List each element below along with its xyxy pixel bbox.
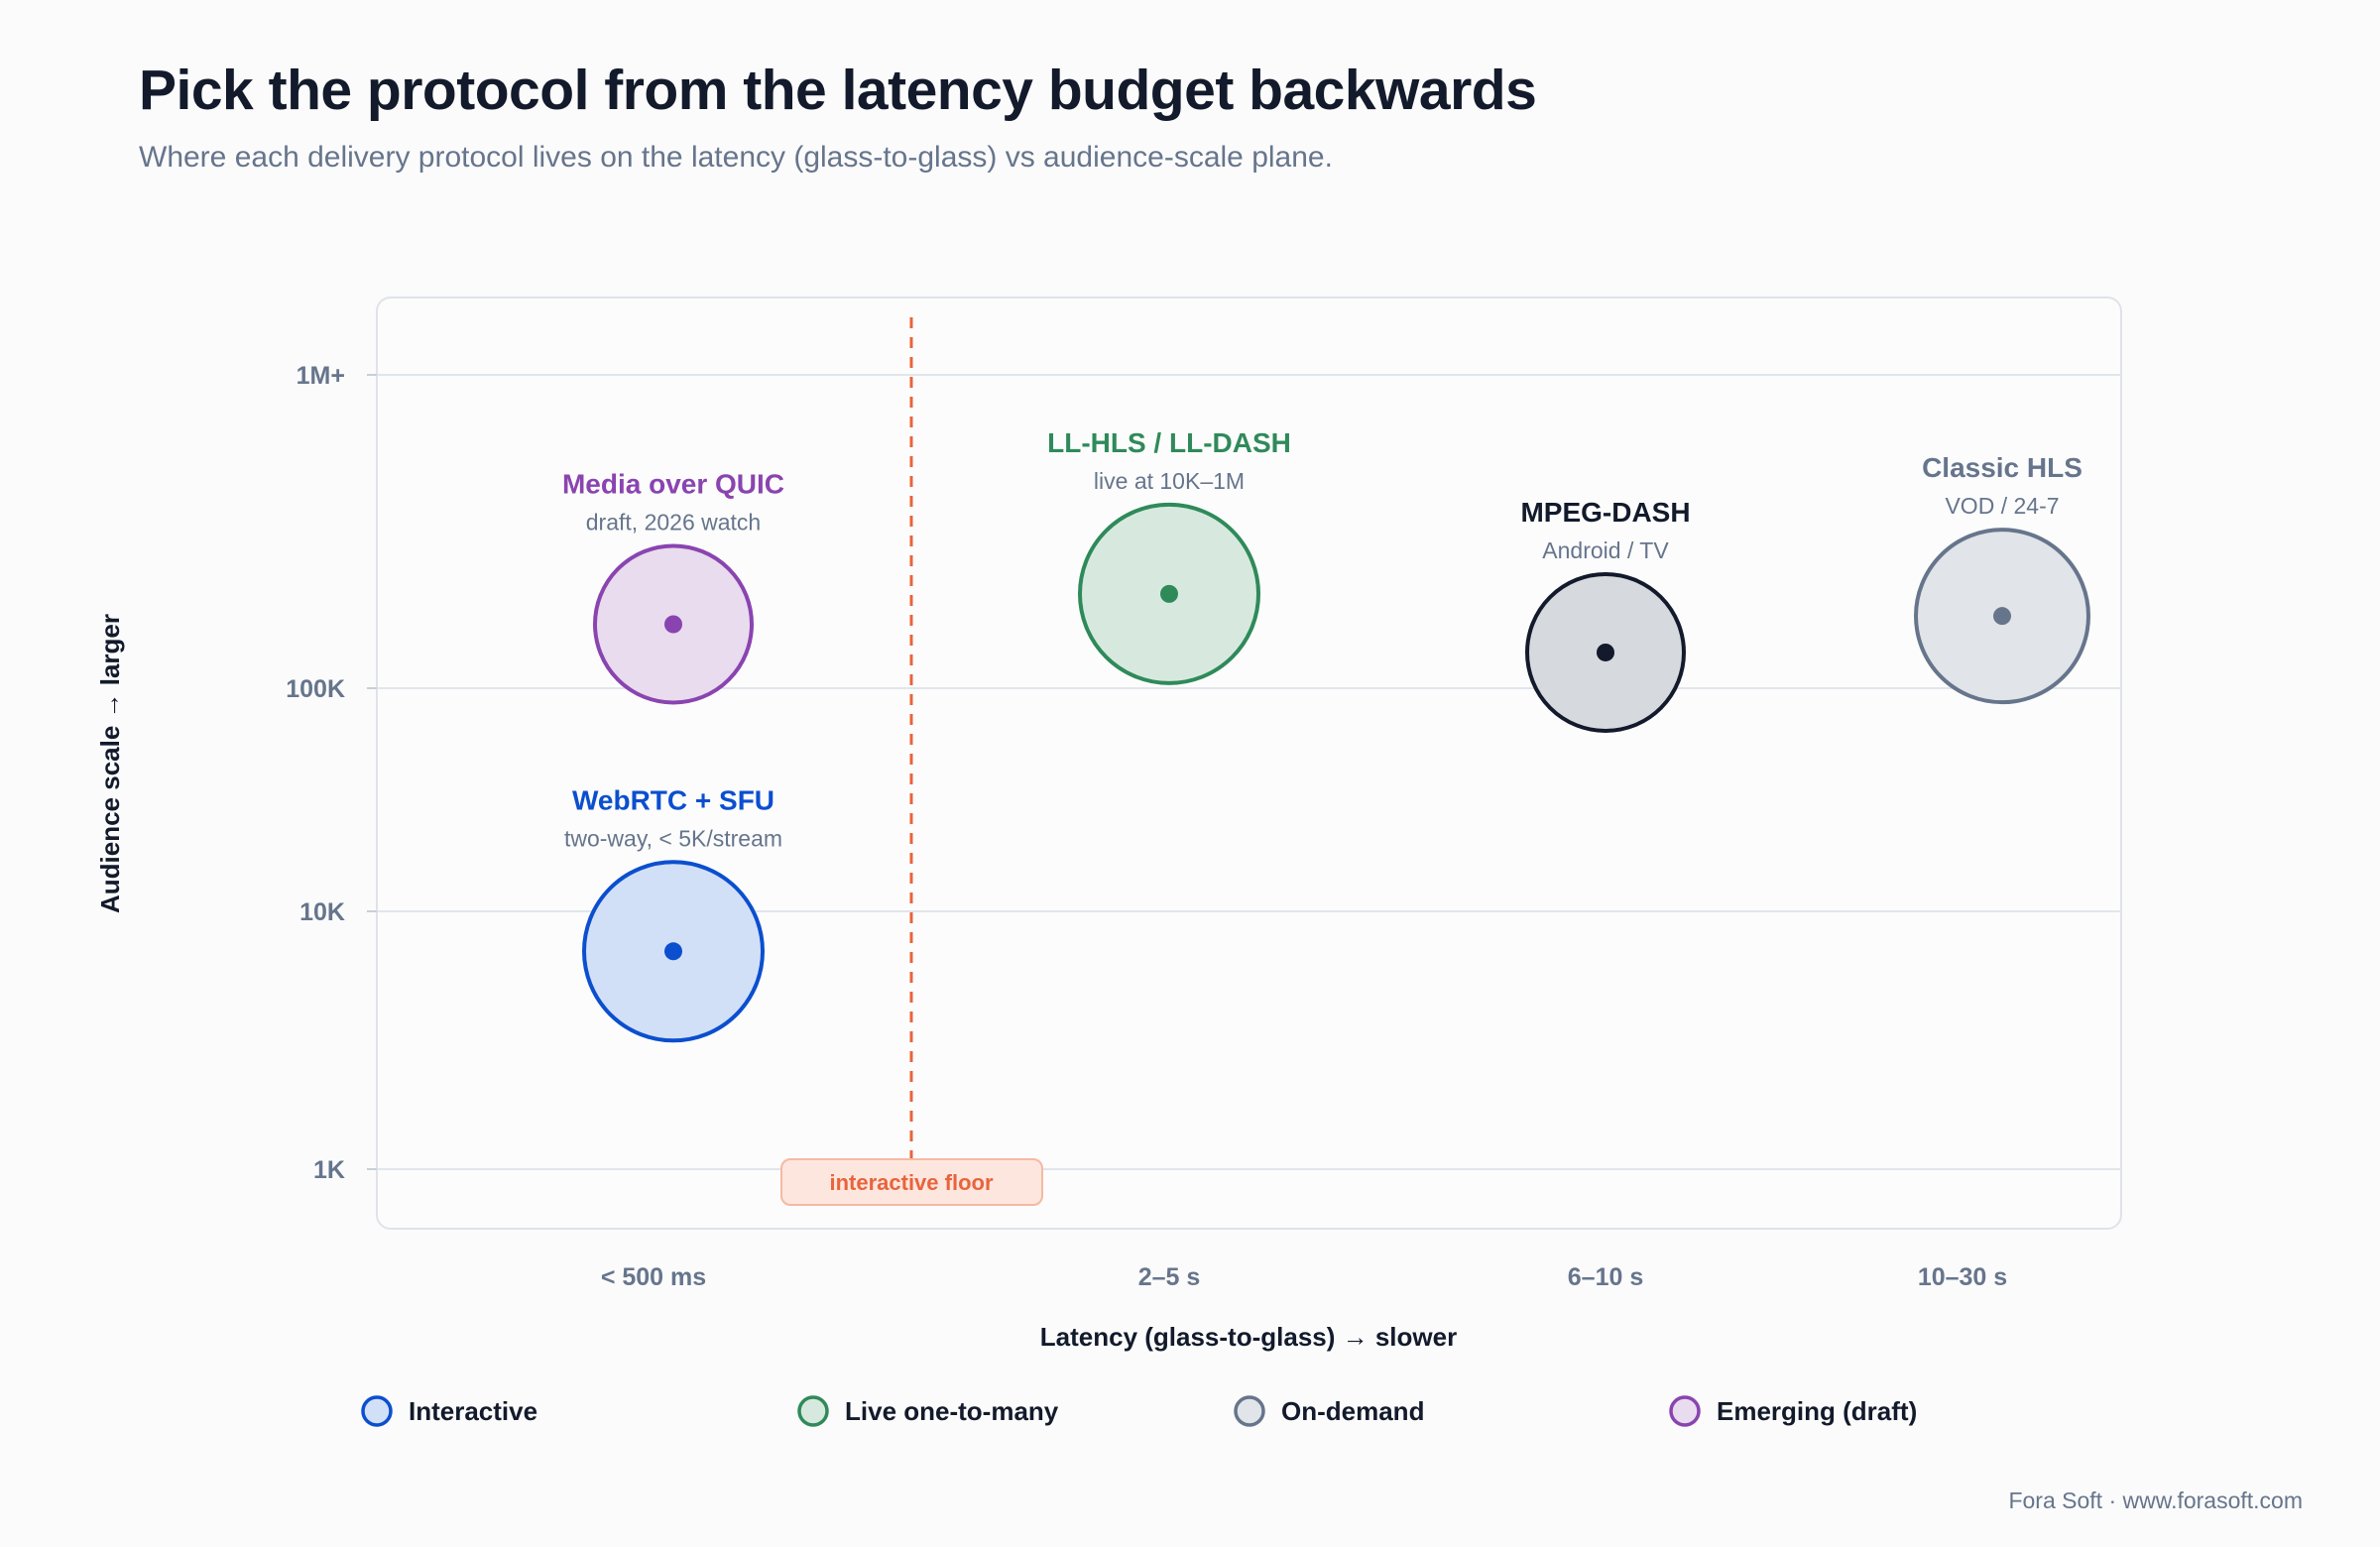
legend-item: Interactive (361, 1395, 537, 1427)
legend: Interactive Live one-to-many On-demand Emer… (361, 1395, 1917, 1427)
y-axis-ticks: 1K 10K 100K 1M+ (286, 362, 345, 1184)
point-sublabel: live at 10K–1M (1094, 468, 1245, 494)
point-label: WebRTC + SFU (572, 784, 774, 815)
bubble-center-dot (1160, 584, 1178, 603)
bubble-center-dot (1597, 643, 1614, 661)
plot-area (376, 297, 2122, 1230)
page-subtitle: Where each delivery protocol lives on th… (139, 141, 1333, 174)
legend-swatch (1669, 1395, 1701, 1427)
legend-swatch (1234, 1395, 1265, 1427)
legend-label: On-demand (1281, 1396, 1424, 1426)
data-point: LL-HLS / LL-DASH live at 10K–1M (1047, 427, 1291, 685)
footer-credit: Fora Soft · www.forasoft.com (2008, 1488, 2303, 1513)
bubble-center-dot (1993, 607, 2011, 626)
point-label: Classic HLS (1922, 452, 2082, 483)
legend-item: Live one-to-many (797, 1395, 1059, 1427)
point-sublabel: draft, 2026 watch (586, 509, 761, 535)
point-label: LL-HLS / LL-DASH (1047, 427, 1291, 458)
point-sublabel: two-way, < 5K/stream (564, 825, 782, 851)
legend-swatch (361, 1395, 393, 1427)
y-tick-label: 1K (313, 1156, 345, 1184)
x-tick-label: 10–30 s (1918, 1263, 2007, 1291)
y-axis-label: Audience scale → larger (95, 614, 125, 913)
point-sublabel: VOD / 24-7 (1945, 493, 2059, 519)
data-point: Media over QUIC draft, 2026 watch (562, 468, 784, 705)
x-tick-label: 6–10 s (1568, 1263, 1643, 1291)
point-label: Media over QUIC (562, 468, 784, 499)
data-points: WebRTC + SFU two-way, < 5K/stream Media ov… (562, 427, 2090, 1043)
legend-label: Live one-to-many (845, 1396, 1059, 1426)
page-title: Pick the protocol from the latency budge… (139, 59, 1537, 122)
point-sublabel: Android / TV (1542, 537, 1669, 563)
data-point: WebRTC + SFU two-way, < 5K/stream (564, 784, 782, 1043)
threshold-badge (780, 1158, 1043, 1206)
data-point: Classic HLS VOD / 24-7 (1914, 452, 2090, 705)
y-tick-label: 10K (299, 898, 345, 926)
point-label: MPEG-DASH (1520, 497, 1690, 528)
threshold: interactive floor (780, 317, 1043, 1206)
y-tick-label: 1M+ (297, 362, 345, 390)
x-axis-ticks: < 500 ms 2–5 s 6–10 s 10–30 s (601, 1263, 2007, 1291)
bubble-center-dot (664, 615, 682, 634)
legend-item: Emerging (draft) (1669, 1395, 1917, 1427)
data-point: MPEG-DASH Android / TV (1520, 497, 1691, 733)
legend-swatch (797, 1395, 829, 1427)
legend-item: On-demand (1234, 1395, 1424, 1427)
x-tick-label: < 500 ms (601, 1263, 706, 1291)
legend-label: Interactive (409, 1396, 537, 1426)
threshold-label: interactive floor (829, 1170, 993, 1195)
bubble-center-dot (664, 942, 682, 961)
y-tick-label: 100K (286, 675, 345, 703)
x-axis-label: Latency (glass-to-glass) → slower (1040, 1322, 1457, 1352)
x-tick-label: 2–5 s (1138, 1263, 1201, 1291)
legend-label: Emerging (draft) (1717, 1396, 1917, 1426)
